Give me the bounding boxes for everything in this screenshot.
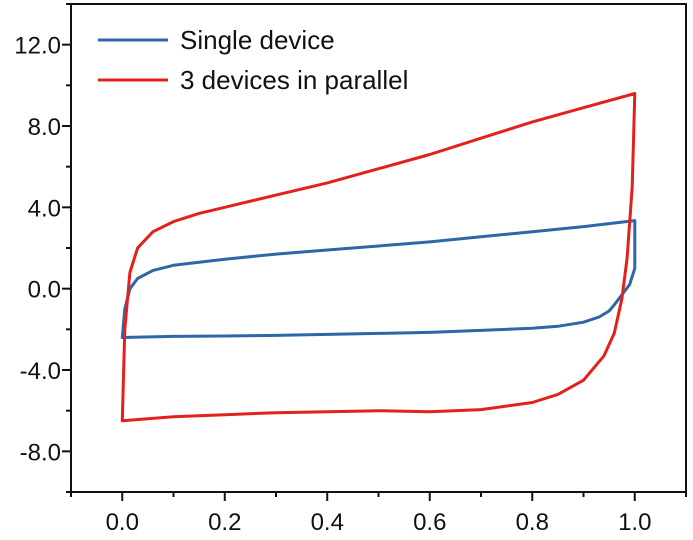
plot-area: 0.0 0.2 0.4 0.6 0.8 1.0 12.0 8.0 4.0 0.0 -4.0 -8.0 xyxy=(14,3,687,536)
x-tick-label: 0.0 xyxy=(106,509,139,536)
y-tick-label: 12.0 xyxy=(14,33,61,60)
y-tick-label: 0.0 xyxy=(28,277,61,304)
y-tick-label: 4.0 xyxy=(28,195,61,222)
x-tick-label: 0.4 xyxy=(311,509,344,536)
series-layer xyxy=(120,92,637,423)
x-tick-label: 1.0 xyxy=(618,509,651,536)
x-tick-label: 0.8 xyxy=(516,509,549,536)
legend: Single device 3 devices in parallel xyxy=(98,25,408,95)
x-tick-label: 0.2 xyxy=(208,509,241,536)
legend-label-single-device: Single device xyxy=(180,25,335,55)
ticks-layer: 0.0 0.2 0.4 0.6 0.8 1.0 12.0 8.0 4.0 0.0 -4.0 -8.0 xyxy=(14,3,687,536)
legend-label-3-devices: 3 devices in parallel xyxy=(180,65,408,95)
series-line-single-device xyxy=(120,219,637,339)
y-tick-label: 8.0 xyxy=(28,114,61,141)
y-tick-label: -4.0 xyxy=(20,358,61,385)
series-line-3-devices xyxy=(120,92,637,423)
y-tick-label: -8.0 xyxy=(20,439,61,466)
x-tick-label: 0.6 xyxy=(413,509,446,536)
